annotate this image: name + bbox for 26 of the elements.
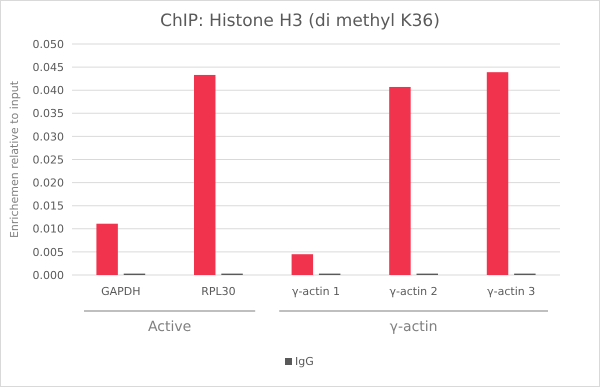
text: γ-actin [390, 319, 438, 335]
x-tick-label: γ-actin 2 [390, 285, 438, 298]
text: Active [148, 319, 192, 335]
legend-label: IgG [295, 355, 314, 368]
bar [96, 224, 118, 275]
bar [486, 72, 508, 275]
y-tick-label: 0.035 [32, 107, 64, 120]
bar [194, 74, 216, 275]
y-tick-label: 0.020 [32, 176, 64, 190]
bar [292, 254, 314, 275]
bar [389, 86, 411, 275]
y-tick-label: 0.000 [32, 268, 64, 282]
y-tick-label: 0.040 [32, 84, 64, 98]
chart-title: ChIP: Histone H3 (di methyl K36) [160, 11, 440, 31]
x-tick-label: RPL30 [201, 285, 236, 298]
y-tick-label: 0.045 [32, 60, 64, 74]
y-tick-label: 0.015 [32, 200, 64, 213]
y-tick-label: 0.005 [32, 246, 64, 259]
y-tick-label: 0.010 [32, 222, 64, 236]
x-tick-label: GAPDH [101, 285, 141, 298]
y-axis-title: Enrichemen relative to input [8, 80, 21, 238]
y-tick-label: 0.025 [32, 153, 64, 166]
x-tick-label: γ-actin 3 [487, 285, 536, 298]
x-tick-label: γ-actin 1 [292, 285, 340, 298]
y-tick-label: 0.050 [32, 38, 64, 51]
y-tick-label: 0.030 [32, 130, 64, 144]
